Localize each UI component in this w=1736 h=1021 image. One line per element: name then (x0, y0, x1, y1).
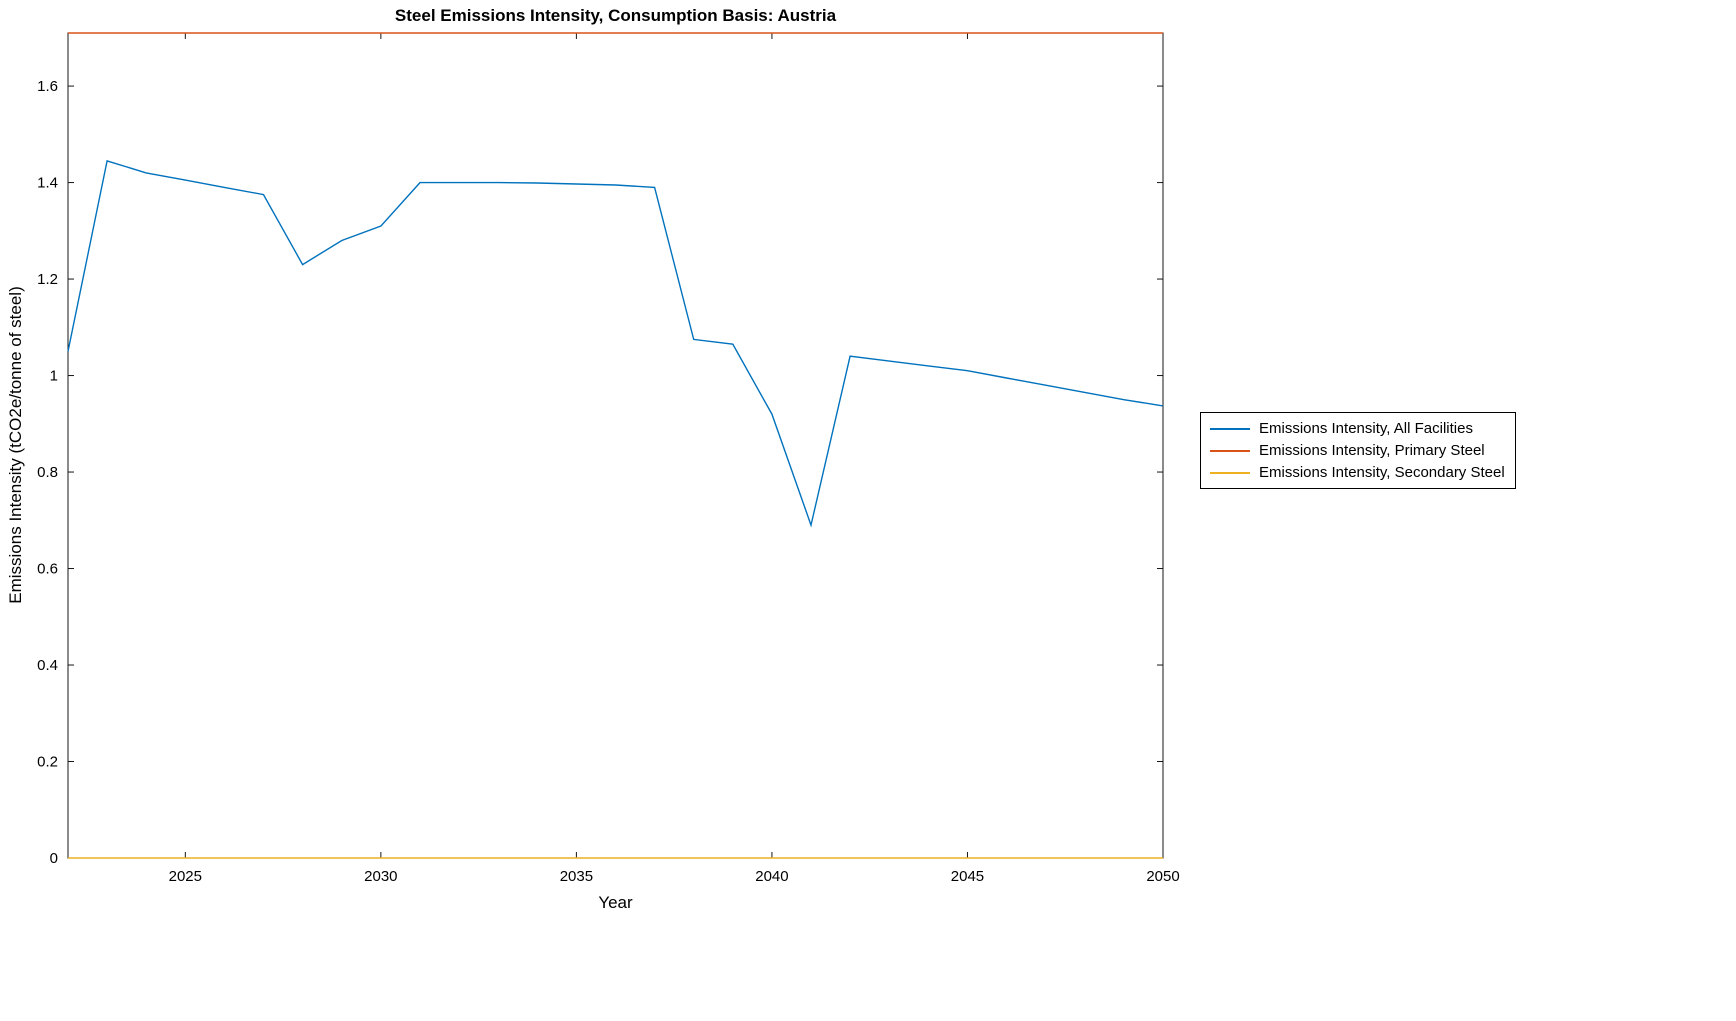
x-tick-label: 2035 (560, 868, 593, 885)
legend-item: Emissions Intensity, All Facilities (1210, 420, 1505, 437)
legend-item: Emissions Intensity, Secondary Steel (1210, 464, 1505, 481)
y-tick-label: 1.4 (37, 175, 58, 192)
y-tick-label: 0.6 (37, 561, 58, 578)
y-tick-label: 0.4 (37, 657, 58, 674)
y-tick-label: 1.6 (37, 78, 58, 95)
x-tick-label: 2025 (169, 868, 202, 885)
x-tick-label: 2045 (951, 868, 984, 885)
legend-line-sample (1210, 471, 1250, 474)
legend-item: Emissions Intensity, Primary Steel (1210, 442, 1505, 459)
x-axis-label: Year (598, 893, 633, 912)
x-tick-label: 2040 (755, 868, 788, 885)
legend-label: Emissions Intensity, Secondary Steel (1259, 464, 1505, 481)
y-tick-label: 1.2 (37, 271, 58, 288)
series-line-0 (67, 160, 1164, 528)
y-axis-label: Emissions Intensity (tCO2e/tonne of stee… (6, 286, 25, 604)
legend-label: Emissions Intensity, Primary Steel (1259, 442, 1485, 459)
axes-box (67, 32, 1164, 859)
legend-line-sample (1210, 427, 1250, 430)
legend: Emissions Intensity, All Facilities Emiss… (1200, 412, 1516, 489)
y-tick-label: 0.8 (37, 464, 58, 481)
y-tick-label: 1 (50, 368, 58, 385)
legend-line-sample (1210, 449, 1250, 452)
chart-title: Steel Emissions Intensity, Consumption B… (394, 6, 837, 25)
y-tick-label: 0.2 (37, 754, 58, 771)
x-tick-label: 2050 (1146, 868, 1179, 885)
y-tick-label: 0 (50, 850, 58, 867)
legend-label: Emissions Intensity, All Facilities (1259, 420, 1473, 437)
x-tick-label: 2030 (364, 868, 397, 885)
